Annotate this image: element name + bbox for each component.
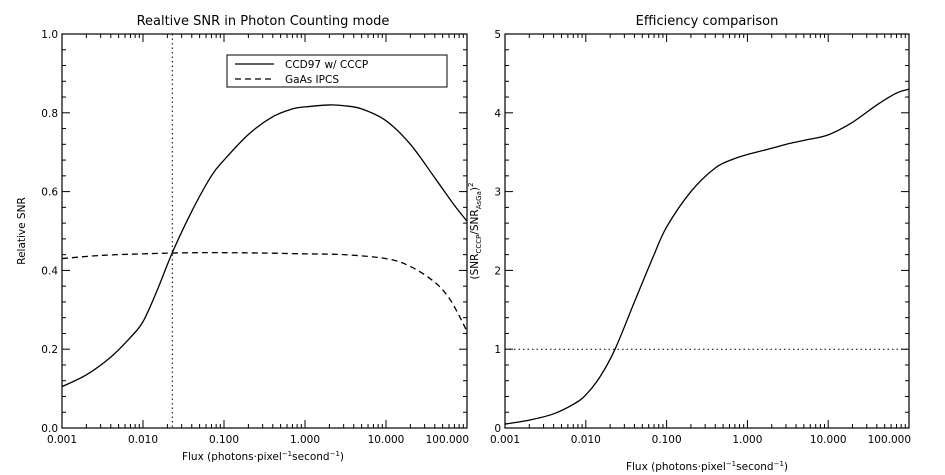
snr-x-tick-label: 0.001 bbox=[47, 434, 77, 446]
snr-x-tick-label: 0.010 bbox=[128, 434, 158, 446]
eff-x-tick-label: 1.000 bbox=[732, 434, 762, 446]
eff-x-tick-label: 0.100 bbox=[652, 434, 682, 446]
eff-y-tick-label: 5 bbox=[494, 29, 501, 41]
eff-series-line-0 bbox=[504, 88, 910, 425]
snr-y-tick-label: 0.0 bbox=[41, 423, 58, 435]
eff-x-tick-label: 0.010 bbox=[571, 434, 601, 446]
eff-y-tick-label: 3 bbox=[494, 187, 501, 199]
legend-label-ccd97: CCD97 w/ CCCP bbox=[285, 59, 368, 71]
snr-x-tick-label: 1.000 bbox=[290, 434, 320, 446]
snr-x-tick-label: 100.000 bbox=[426, 434, 469, 446]
efficiency-plot: Efficiency comparison 0.001 0.010 0.100 1.0… bbox=[467, 14, 911, 473]
efficiency-series bbox=[504, 88, 910, 425]
efficiency-x-axis-label: Flux (photons·pixel−1second−1) bbox=[626, 460, 788, 473]
snr-series bbox=[61, 34, 468, 428]
efficiency-x-ticks: 0.001 0.010 0.100 1.000 10.000 100.000 bbox=[490, 34, 911, 446]
snr-series-line-1 bbox=[61, 251, 468, 332]
snr-y-tick-label: 0.2 bbox=[41, 344, 58, 356]
snr-y-ticks: 0.0 0.2 0.4 0.6 0.8 1.0 bbox=[41, 29, 467, 435]
efficiency-y-ticks: 0 1 2 3 4 5 bbox=[494, 29, 909, 435]
snr-plot: Realtive SNR in Photon Counting mode 0.0… bbox=[16, 14, 469, 463]
eff-y-tick-label: 0 bbox=[494, 423, 501, 435]
snr-y-axis-label: Relative SNR bbox=[16, 197, 28, 265]
snr-x-axis-label: Flux (photons·pixel−1second−1) bbox=[182, 450, 344, 463]
snr-y-tick-label: 0.6 bbox=[41, 187, 58, 199]
snr-y-tick-label: 1.0 bbox=[41, 29, 58, 41]
eff-y-tick-label: 1 bbox=[494, 344, 501, 356]
legend-box bbox=[226, 54, 448, 88]
snr-y-tick-label: 0.4 bbox=[41, 265, 58, 277]
eff-x-tick-label: 0.001 bbox=[490, 434, 520, 446]
eff-x-tick-label: 10.000 bbox=[810, 434, 847, 446]
eff-y-tick-label: 4 bbox=[494, 108, 501, 120]
efficiency-plot-frame bbox=[504, 33, 910, 429]
snr-series-line-0 bbox=[61, 104, 468, 388]
efficiency-plot-title: Efficiency comparison bbox=[636, 14, 779, 29]
snr-plot-frame bbox=[61, 33, 468, 429]
legend-label-gaas: GaAs IPCS bbox=[285, 74, 339, 86]
snr-x-tick-label: 0.100 bbox=[209, 434, 239, 446]
snr-x-ticks: 0.001 0.010 0.100 1.000 10.000 100.000 bbox=[47, 34, 469, 446]
eff-x-tick-label: 100.000 bbox=[868, 434, 911, 446]
efficiency-y-axis-label: (SNRCCCP/SNRAsGa)2 bbox=[467, 183, 483, 280]
snr-legend: CCD97 w/ CCCP GaAs IPCS bbox=[226, 54, 448, 88]
eff-y-tick-label: 2 bbox=[494, 265, 501, 277]
snr-x-tick-label: 10.000 bbox=[368, 434, 405, 446]
snr-plot-title: Realtive SNR in Photon Counting mode bbox=[137, 14, 390, 29]
snr-y-tick-label: 0.8 bbox=[41, 108, 58, 120]
